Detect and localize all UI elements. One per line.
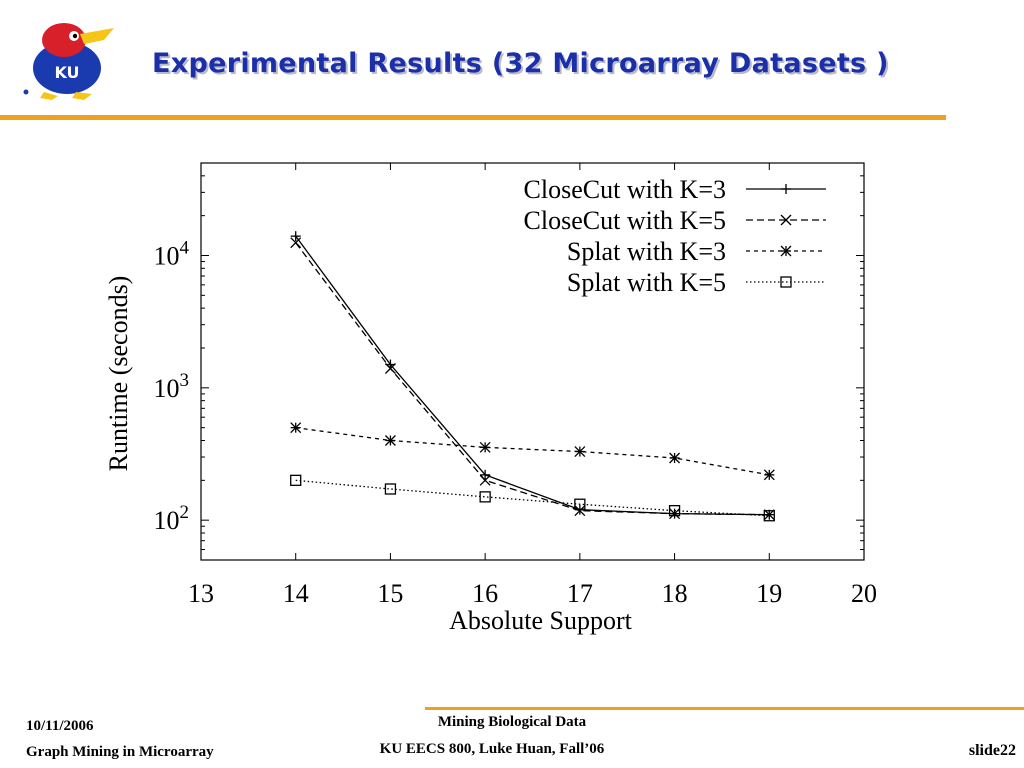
series-line-3 — [295, 427, 770, 476]
series-line-4 — [295, 479, 770, 517]
data-point-series-1 — [480, 469, 491, 480]
legend-marker — [780, 276, 792, 288]
x-tick-label: 13 — [188, 579, 214, 608]
legend-marker — [781, 184, 791, 194]
legend-label: CloseCut with K=3 — [524, 175, 726, 204]
data-point-series-4 — [384, 483, 397, 495]
data-point-series-2 — [290, 237, 302, 249]
data-point-series-3 — [574, 446, 586, 458]
footer-date: 10/11/2006 — [26, 718, 94, 734]
x-axis-label: Absolute Support — [449, 606, 633, 635]
data-point-series-2 — [479, 474, 491, 486]
y-tick-label: 104 — [154, 237, 190, 270]
x-tick-label: 18 — [662, 579, 688, 608]
y-axis-label: Runtime (seconds) — [104, 276, 133, 472]
data-point-series-4 — [763, 510, 775, 522]
y-tick-label: 102 — [154, 502, 190, 535]
x-tick-label: 17 — [567, 579, 593, 608]
data-point-series-1 — [290, 231, 301, 242]
runtime-line-chart: 13 14 15 16 17 18 19 20 102 103 104 Absolute Suppor… — [104, 162, 877, 635]
legend-marker — [780, 245, 792, 257]
data-point-series-4 — [574, 498, 586, 510]
title-divider — [0, 115, 946, 120]
x-tick-label: 16 — [472, 579, 498, 608]
legend-marker — [780, 214, 792, 226]
legend-label: CloseCut with K=5 — [524, 206, 726, 235]
series-line-1 — [295, 235, 770, 516]
data-point-series-3 — [384, 435, 396, 446]
footer-course-title: Graph Mining in Microarray — [26, 744, 214, 760]
data-point-series-4 — [290, 474, 302, 486]
x-tick-label: 20 — [851, 579, 877, 608]
legend-label: Splat with K=3 — [567, 237, 726, 266]
footer-topic: Mining Biological Data — [437, 714, 587, 730]
y-tick-label: 103 — [154, 370, 190, 403]
data-point-series-3 — [669, 452, 681, 464]
data-point-series-4 — [668, 505, 681, 517]
legend-label: Splat with K=5 — [567, 268, 726, 297]
plot-frame — [200, 162, 865, 561]
x-tick-label: 15 — [377, 579, 403, 608]
data-point-series-3 — [763, 469, 775, 481]
series-line-2 — [295, 242, 770, 516]
x-tick-label: 14 — [283, 579, 309, 608]
footer-course-info: KU EECS 800, Luke Huan, Fall’06 — [379, 741, 605, 757]
ku-jayhawk-logo: KU — [23, 23, 114, 100]
data-point-series-2 — [574, 505, 586, 517]
footer-divider — [425, 707, 1024, 710]
x-tick-label: 19 — [756, 579, 782, 608]
slide-title: Experimental Results (32 Microarray Data… — [152, 48, 889, 79]
data-point-series-3 — [479, 441, 491, 453]
data-point-series-3 — [290, 422, 302, 434]
data-point-series-2 — [384, 363, 396, 374]
logo-text: KU — [54, 63, 79, 82]
slide-number: slide22 — [968, 742, 1016, 759]
data-point-series-4 — [479, 491, 491, 503]
